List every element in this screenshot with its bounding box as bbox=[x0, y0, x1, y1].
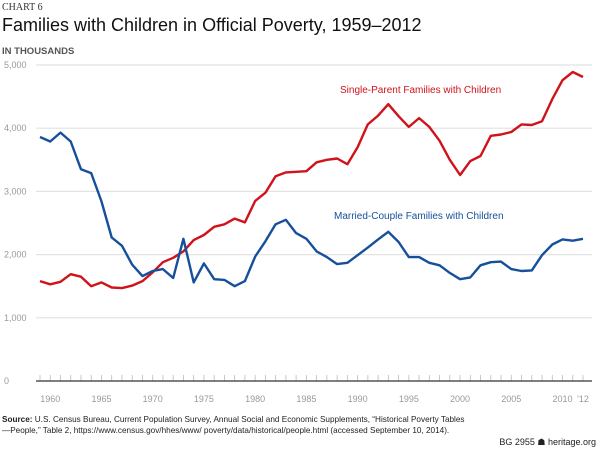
x-tick-label: 1970 bbox=[143, 394, 163, 404]
x-tick-label: 1975 bbox=[194, 394, 214, 404]
x-tick-label: 1960 bbox=[40, 394, 60, 404]
y-tick-label: 4,000 bbox=[4, 123, 27, 133]
y-tick-label: 2,000 bbox=[4, 250, 27, 260]
x-tick-label: '12 bbox=[577, 394, 589, 404]
chart-kicker: CHART 6 bbox=[2, 2, 43, 13]
x-tick-label: 1980 bbox=[245, 394, 265, 404]
y-tick-label: 3,000 bbox=[4, 186, 27, 196]
y-tick-label: 0 bbox=[4, 376, 9, 386]
source-label: Source: bbox=[2, 415, 33, 424]
chart-title: Families with Children in Official Pover… bbox=[2, 15, 422, 35]
x-tick-label: 2010 bbox=[552, 394, 572, 404]
source-text: U.S. Census Bureau, Current Population S… bbox=[2, 415, 465, 435]
x-tick-label: 2005 bbox=[501, 394, 521, 404]
y-tick-label: 1,000 bbox=[4, 313, 27, 323]
source-note: Source: U.S. Census Bureau, Current Popu… bbox=[2, 414, 472, 436]
x-tick-label: 1995 bbox=[399, 394, 419, 404]
y-axis-unit-label: IN THOUSANDS bbox=[2, 46, 75, 57]
x-tick-label: 1965 bbox=[91, 394, 111, 404]
y-tick-label: 5,000 bbox=[4, 60, 27, 70]
x-tick-label: 1990 bbox=[348, 394, 368, 404]
series-label-single-parent: Single-Parent Families with Children bbox=[340, 85, 501, 96]
series-label-married-couple: Married-Couple Families with Children bbox=[334, 211, 504, 222]
x-tick-label: 1985 bbox=[296, 394, 316, 404]
x-tick-label: 2000 bbox=[450, 394, 470, 404]
single-parent-line bbox=[39, 70, 584, 290]
brand-credit: BG 2955 ☗ heritage.org bbox=[499, 437, 596, 447]
married-couple-line bbox=[39, 131, 584, 288]
